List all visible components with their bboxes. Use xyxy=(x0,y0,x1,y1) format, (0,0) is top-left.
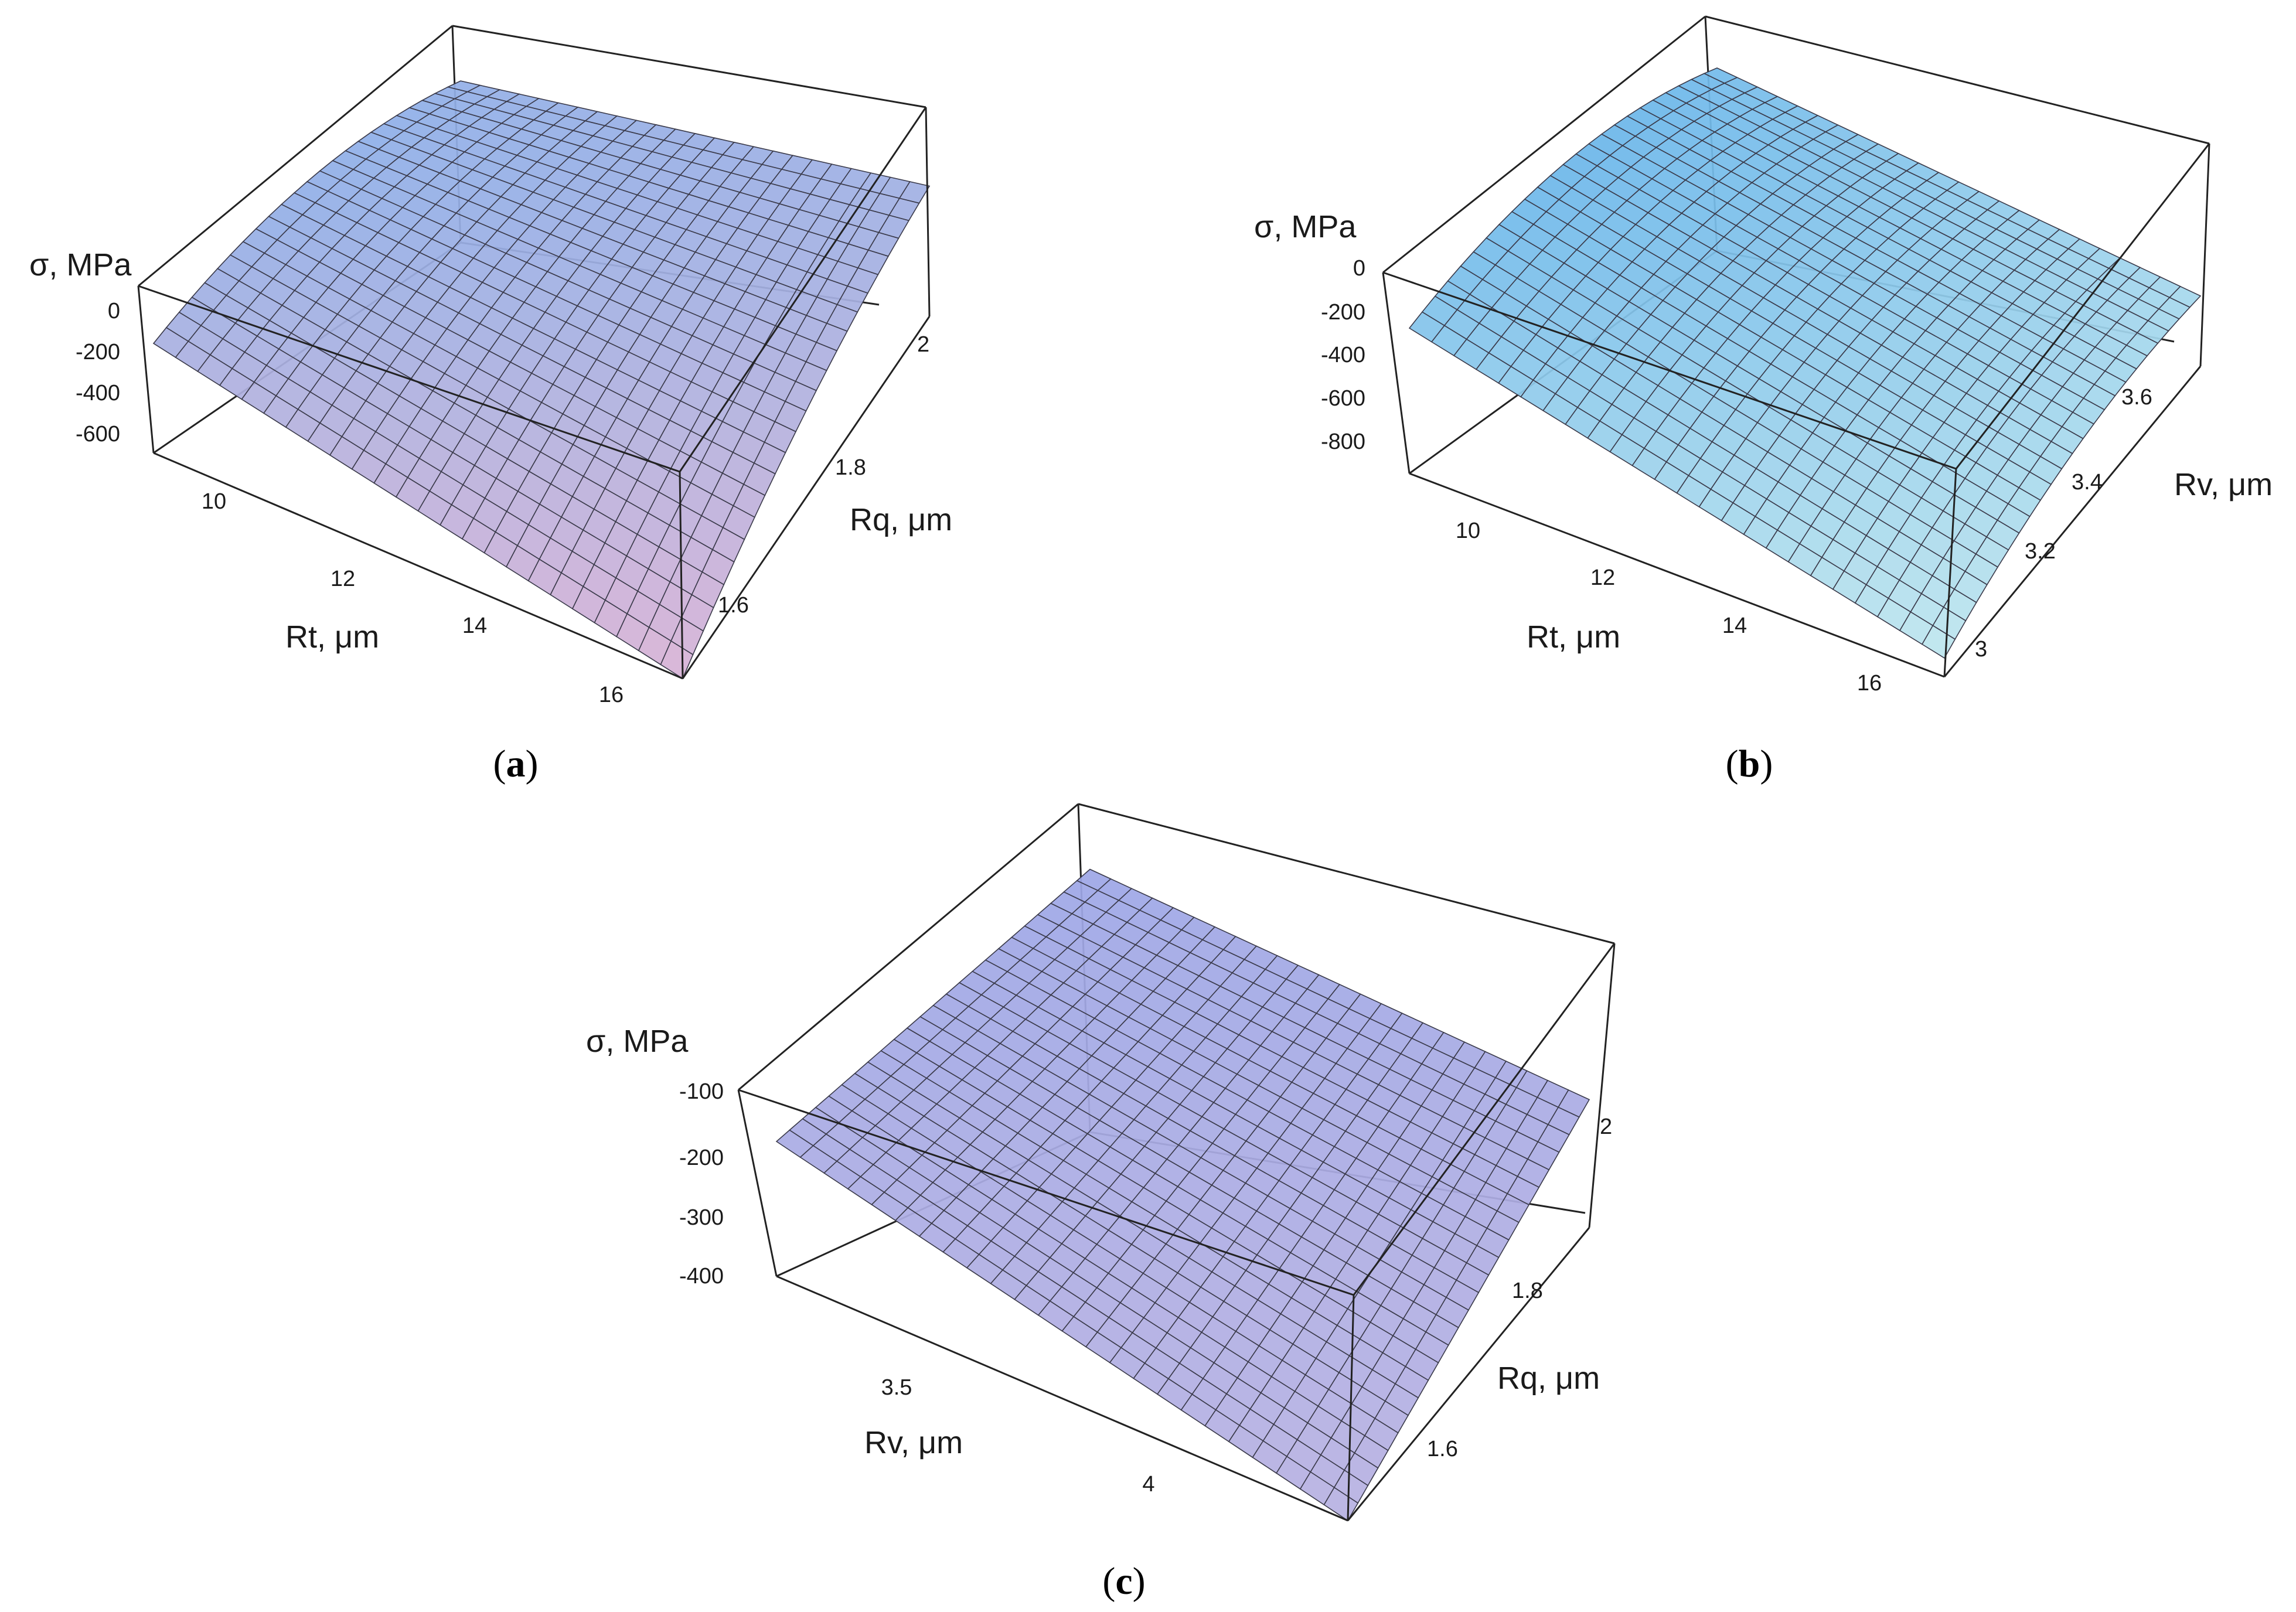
panel-a-x-tick: 16 xyxy=(599,683,624,707)
panel-b-x-ticks: 10 12 14 16 xyxy=(1456,519,1882,696)
panel-b-z-tick: -400 xyxy=(1321,343,1365,367)
panel-c-x-tick: 3.5 xyxy=(881,1375,912,1400)
panel-b-z-axis-label: σ, MPa xyxy=(1254,209,1357,244)
panel-b-x-tick: 12 xyxy=(1590,565,1615,590)
panel-c-box-front xyxy=(737,943,1616,1522)
panel-a-y-tick: 1.8 xyxy=(835,455,866,480)
panel-a-y-tick: 1.6 xyxy=(718,593,749,618)
panel-b-y-tick: 3.2 xyxy=(2025,539,2056,564)
panel-a-surface xyxy=(152,80,931,680)
panel-c-z-axis-label: σ, MPa xyxy=(586,1024,689,1059)
panel-c-z-ticks: -100 -200 -300 -400 xyxy=(679,1079,724,1289)
panel-a-surface-cell xyxy=(660,640,694,680)
panel-b-z-tick: -800 xyxy=(1321,430,1365,454)
panel-c-surface-cell xyxy=(1323,1487,1359,1522)
panel-c-surface xyxy=(775,868,1590,1522)
panel-c-x-tick: 4 xyxy=(1142,1472,1154,1497)
panel-c-y-axis-label: Rq, μm xyxy=(1497,1361,1600,1396)
panel-b-x-tick: 14 xyxy=(1722,614,1747,638)
panel-a-x-tick: 12 xyxy=(331,567,355,591)
panel-b: 0 -200 -400 -600 -800 10 12 14 16 3 3.2 … xyxy=(1254,15,2273,785)
panel-a-x-axis-label: Rt, μm xyxy=(285,619,379,655)
panel-b-y-tick: 3.4 xyxy=(2072,470,2103,495)
panel-a-x-tick: 14 xyxy=(462,614,487,638)
panel-c: -100 -200 -300 -400 3.5 4 1.6 1.8 2 σ, M… xyxy=(586,803,1616,1603)
panel-b-x-tick: 16 xyxy=(1857,671,1882,696)
panel-a-x-ticks: 10 12 14 16 xyxy=(202,489,624,707)
panel-b-box-front xyxy=(1382,143,2210,678)
panel-c-x-ticks: 3.5 4 xyxy=(881,1375,1155,1497)
panel-b-y-axis-label: Rv, μm xyxy=(2174,467,2273,502)
panel-b-z-tick: 0 xyxy=(1353,256,1365,281)
panel-b-z-tick: -600 xyxy=(1321,386,1365,411)
panel-a-z-tick: -600 xyxy=(76,422,120,447)
panel-a-z-tick: -400 xyxy=(76,381,120,405)
panel-b-z-tick: -200 xyxy=(1321,300,1365,325)
panel-a-z-tick: -200 xyxy=(76,340,120,364)
panel-a-y-tick: 2 xyxy=(917,332,929,357)
panel-c-z-tick: -400 xyxy=(679,1264,724,1289)
panel-b-surface xyxy=(1408,67,2202,659)
panel-a-x-tick: 10 xyxy=(202,489,226,514)
panel-a-y-axis-label: Rq, μm xyxy=(850,502,952,537)
panel-b-surface-cell xyxy=(1921,625,1956,659)
panel-c-x-axis-label: Rv, μm xyxy=(864,1425,963,1460)
panel-b-y-tick: 3.6 xyxy=(2121,385,2152,410)
panel-b-x-axis-label: Rt, μm xyxy=(1527,619,1620,655)
panel-a: 0 -200 -400 -600 10 12 14 16 1.6 1.8 2 σ… xyxy=(29,25,952,785)
panel-c-y-ticks: 1.6 1.8 2 xyxy=(1427,1115,1612,1461)
panel-a-caption: (a) xyxy=(493,742,539,785)
panel-c-y-tick: 2 xyxy=(1600,1115,1612,1139)
panel-c-caption: (c) xyxy=(1102,1560,1145,1603)
panel-a-box-front xyxy=(137,107,931,680)
panel-b-z-ticks: 0 -200 -400 -600 -800 xyxy=(1321,256,1365,454)
panel-a-z-axis-label: σ, MPa xyxy=(29,247,132,282)
panel-a-z-ticks: 0 -200 -400 -600 xyxy=(76,299,120,447)
panel-b-y-ticks: 3 3.2 3.4 3.6 xyxy=(1975,385,2152,662)
panel-b-x-tick: 10 xyxy=(1456,519,1480,543)
panel-b-y-tick: 3 xyxy=(1975,637,1987,662)
panel-a-z-tick: 0 xyxy=(108,299,120,323)
panel-c-z-tick: -200 xyxy=(679,1146,724,1170)
panel-b-caption: (b) xyxy=(1726,742,1773,785)
panel-c-z-tick: -100 xyxy=(679,1079,724,1104)
panel-a-y-ticks: 1.6 1.8 2 xyxy=(718,332,929,618)
panel-c-y-tick: 1.8 xyxy=(1512,1279,1543,1303)
panel-c-z-tick: -300 xyxy=(679,1205,724,1230)
panel-c-y-tick: 1.6 xyxy=(1427,1437,1458,1461)
